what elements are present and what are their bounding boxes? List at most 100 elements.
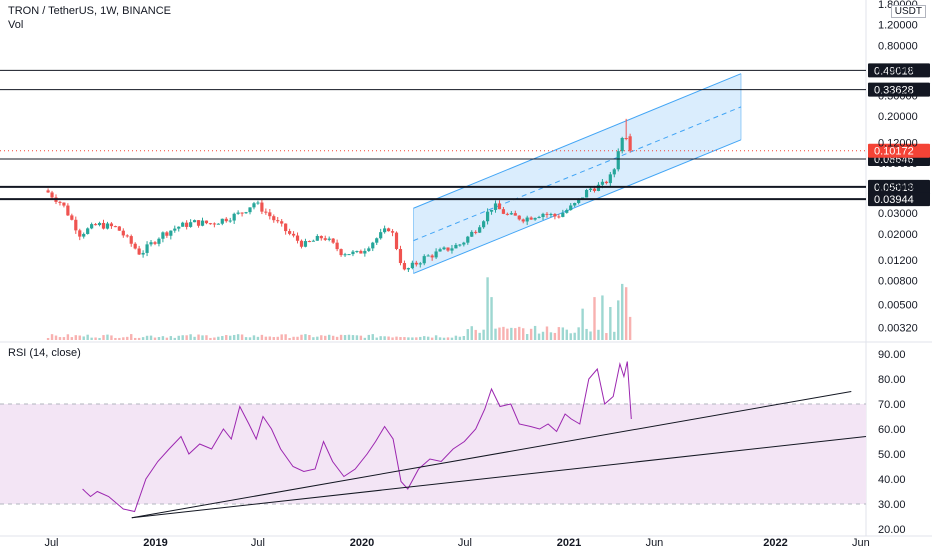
candle-body xyxy=(620,138,624,152)
volume-bar xyxy=(74,335,77,340)
volume-bar xyxy=(506,328,509,340)
candle-body xyxy=(192,220,197,223)
volume-bar xyxy=(276,336,279,340)
volume-bar xyxy=(193,336,196,340)
volume-bar xyxy=(324,335,327,340)
price-tick-13: 0.00500 xyxy=(878,300,918,312)
volume-bar xyxy=(486,277,489,340)
candle-body xyxy=(367,248,371,251)
volume-bar xyxy=(391,337,394,340)
volume-bar xyxy=(205,335,208,340)
time-tick-6: Jun xyxy=(646,537,664,549)
candle-body xyxy=(537,216,541,218)
candle-body xyxy=(446,247,450,251)
candle-body xyxy=(588,188,593,190)
horizontal-levels: 0.490180.336280.086460.050130.039440.101… xyxy=(0,63,930,207)
candle-body xyxy=(216,223,220,225)
volume-bar xyxy=(102,335,105,340)
candle-body xyxy=(616,151,620,170)
candle-body xyxy=(177,226,181,229)
candle-body xyxy=(569,205,573,211)
volume-bar xyxy=(141,337,145,340)
candle-body xyxy=(212,223,216,225)
volume-bar xyxy=(54,335,58,340)
candle-body xyxy=(70,215,74,220)
level-value-1: 0.33628 xyxy=(874,85,914,97)
candle-body xyxy=(121,230,125,236)
volume-bar xyxy=(145,335,149,340)
volume-bar xyxy=(621,283,624,340)
candle-body xyxy=(335,242,339,250)
candle-body xyxy=(272,216,276,221)
volume-bar xyxy=(133,337,137,340)
candle-body xyxy=(604,181,608,184)
time-tick-1: 2019 xyxy=(143,537,167,549)
candle-body xyxy=(628,136,632,151)
volume-bar xyxy=(260,334,264,340)
volume-bar xyxy=(240,334,244,340)
candle-body xyxy=(105,223,110,229)
rsi-tick-6: 30.00 xyxy=(878,499,906,511)
candle-body xyxy=(260,202,264,212)
candle-body xyxy=(109,223,114,227)
candle-body xyxy=(474,231,478,233)
volume-bar xyxy=(474,329,477,340)
time-tick-0: Jul xyxy=(44,537,58,549)
volume-bar xyxy=(122,337,125,340)
volume-bar xyxy=(98,337,101,340)
volume-bar xyxy=(617,300,620,340)
price-tick-1: 1.20000 xyxy=(878,20,918,32)
candles xyxy=(46,118,632,272)
channel-fill xyxy=(413,73,741,274)
volume-bar xyxy=(601,295,604,340)
volume-bar xyxy=(197,334,200,340)
candle-body xyxy=(462,242,466,245)
volume-bar xyxy=(137,337,141,340)
volume-label: Vol xyxy=(8,19,24,31)
volume-bar xyxy=(454,335,458,340)
volume-bar xyxy=(438,337,442,340)
candle-body xyxy=(319,235,323,239)
volume-bar xyxy=(225,335,228,340)
candle-body xyxy=(565,210,569,213)
volume-bar xyxy=(236,334,240,340)
candle-body xyxy=(394,232,399,249)
volume-bar xyxy=(229,335,232,340)
volume-bar xyxy=(478,332,481,340)
price-tick-14: 0.00320 xyxy=(878,322,918,334)
candle-body xyxy=(303,241,308,247)
volume-bar xyxy=(355,335,359,340)
candle-body xyxy=(307,241,312,243)
channel-middle xyxy=(413,106,742,242)
candle-body xyxy=(489,209,494,212)
volume-bar xyxy=(320,335,323,340)
volume-bar xyxy=(593,297,596,340)
volume-bar xyxy=(569,333,572,340)
candle-body xyxy=(46,190,50,193)
candle-body xyxy=(371,242,375,249)
candle-body xyxy=(541,213,545,217)
volume-bar xyxy=(514,328,517,340)
channel-upper xyxy=(413,73,742,209)
volume-bar xyxy=(363,337,367,340)
candle-body xyxy=(402,263,407,270)
volume-bar xyxy=(367,334,370,340)
candle-body xyxy=(482,221,486,228)
volume-bar xyxy=(343,335,347,340)
candle-body xyxy=(355,250,359,252)
volume-bar xyxy=(561,327,565,340)
volume-bar xyxy=(149,335,153,340)
volume-bar xyxy=(577,327,580,340)
volume-bar xyxy=(434,335,438,340)
volume-bar xyxy=(126,336,129,340)
candle-body xyxy=(220,218,224,224)
candle-body xyxy=(299,240,304,247)
candle-body xyxy=(466,236,470,243)
time-tick-7: 2022 xyxy=(763,537,787,549)
candle-body xyxy=(505,213,509,215)
volume-bar xyxy=(213,337,216,340)
rsi-panel xyxy=(0,361,867,519)
volume-bar xyxy=(94,337,97,340)
rsi-tick-4: 50.00 xyxy=(878,449,906,461)
volume-bar xyxy=(177,335,180,340)
